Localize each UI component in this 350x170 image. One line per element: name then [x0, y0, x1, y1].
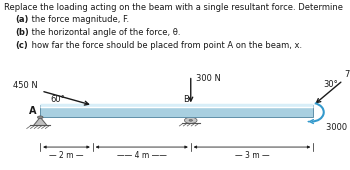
Bar — [40, 105, 313, 117]
Circle shape — [37, 116, 43, 119]
Text: (c): (c) — [16, 41, 28, 50]
Text: the force magnitude, F.: the force magnitude, F. — [29, 15, 129, 24]
Text: the horizontal angle of the force, θ.: the horizontal angle of the force, θ. — [29, 28, 181, 37]
Text: —— 4 m ——: —— 4 m —— — [117, 151, 167, 160]
Polygon shape — [34, 117, 47, 125]
Text: — 3 m —: — 3 m — — [235, 151, 269, 160]
Circle shape — [189, 120, 192, 121]
Text: 60°: 60° — [50, 95, 65, 104]
Text: (b): (b) — [16, 28, 29, 37]
Text: 450 N: 450 N — [13, 81, 38, 90]
Text: 300 N: 300 N — [196, 74, 221, 83]
Text: A: A — [29, 106, 37, 115]
Text: — 2 m —: — 2 m — — [49, 151, 84, 160]
Text: 3000 N·m: 3000 N·m — [326, 123, 350, 132]
Text: how far the force should be placed from point A on the beam, x.: how far the force should be placed from … — [29, 41, 302, 50]
Text: Replace the loading acting on the beam with a single resultant force. Determine: Replace the loading acting on the beam w… — [4, 3, 343, 12]
Text: (a): (a) — [16, 15, 29, 24]
Text: 700 N: 700 N — [345, 70, 350, 79]
Circle shape — [184, 117, 197, 123]
Text: B: B — [183, 95, 189, 104]
Text: 30°: 30° — [324, 80, 338, 89]
